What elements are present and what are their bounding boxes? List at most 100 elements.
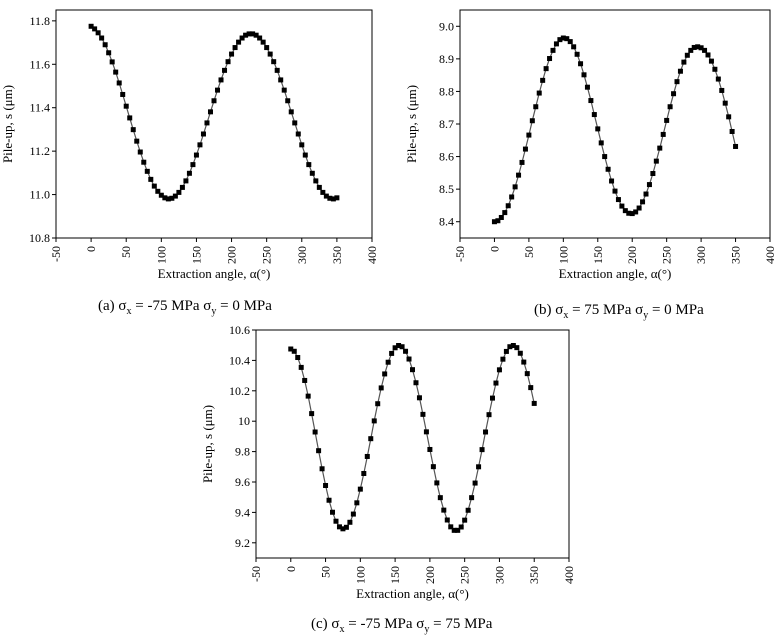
chart-a-data-point [88,23,94,29]
chart-a-x-tick-label: 400 [365,246,379,264]
chart-a-data-point [155,188,161,194]
chart-b-y-axis-title: Pile-up, s (μm) [404,85,419,163]
chart-c-data-point [514,345,520,351]
chart-c-data-point [302,377,308,383]
chart-c-data-point [291,348,297,354]
chart-c-caption: (c) σx = -75 MPa σy = 75 MPa [311,616,492,635]
chart-c-data-point [340,526,346,532]
chart-b-x-tick-label: 50 [522,246,536,258]
chart-a-caption: (a) σx = -75 MPa σy = 0 MPa [98,298,272,317]
chart-c-data-point [500,356,506,362]
chart-b-data-point [502,210,508,216]
chart-c-data-point [319,466,325,472]
chart-c-data-point [389,350,395,356]
chart-c-data-point [413,380,419,386]
chart-b-data-point [581,72,587,78]
chart-c-data-point [371,418,377,424]
chart-a-data-point [218,77,224,83]
caption-a-suffix: = 0 MPa [216,298,272,314]
chart-b-data-point [671,91,677,97]
chart-b-x-tick-label: 100 [556,246,570,264]
chart-a-y-tick-label: 11.0 [29,188,50,202]
chart-c-y-tick-label: 10.2 [229,384,250,398]
chart-c-data-point [507,344,513,350]
chart-c-data-point [444,517,450,523]
caption-b-suffix: = 0 MPa [648,302,704,318]
chart-a-x-tick-label: 100 [154,246,168,264]
chart-b-data-point [567,39,573,45]
chart-b-data-point [688,47,694,53]
chart-a-data-point [148,176,154,182]
chart-a-data-point [207,109,213,115]
chart-a-data-point [250,31,256,37]
chart-b-data-point [571,44,577,50]
chart-b-y-tick-label: 8.4 [439,215,454,229]
chart-b-x-axis-title: Extraction angle, α(°) [559,266,672,281]
chart-b-data-point [536,90,542,96]
chart-a-data-point [330,196,336,202]
chart-b-y-tick-label: 8.7 [439,117,454,131]
chart-b-data-point [540,77,546,83]
chart-a-data-point [116,80,122,86]
chart-a-data-point [211,98,217,104]
chart-b-data-point [677,68,683,74]
chart-c-data-point [486,412,492,418]
chart-a-data-point [225,59,231,65]
chart-c-data-point [423,429,429,435]
chart-a-x-tick-label: 350 [330,246,344,264]
chart-c-data-point [375,401,381,407]
chart-a-data-point [288,109,294,115]
chart-c-data-point [406,356,412,362]
chart-c-data-point [476,464,482,470]
chart-b-x-tick-label: 350 [729,246,743,264]
chart-b-data-point [574,51,580,57]
chart-a-data-point [327,195,333,201]
chart-c-svg: -50 0 50 100 150 200 250 300 350 400 9.2 9.4 9.6 9.8 1… [200,323,576,601]
chart-b-x-tick-label: -50 [453,246,467,262]
chart-a-data-point [232,45,238,51]
chart-b-data-point [498,214,504,220]
chart-c-y-tick-label: 10.6 [229,323,250,337]
chart-c-data-point [295,355,301,361]
chart-b-data-point [557,37,563,43]
chart-c-data-point [326,497,332,503]
chart-a-data-point [99,35,105,41]
chart-a-data-point [137,149,143,155]
chart-c-data-point [336,524,342,530]
chart-b-data-point [636,205,642,211]
caption-c-suffix: = 75 MPa [429,616,493,632]
chart-a-plot-frame [55,9,373,239]
chart-c-x-tick-label: 200 [423,566,437,584]
chart-a-data-point [158,192,164,198]
chart-b-data-point [712,66,718,72]
chart-a-data-point [113,69,119,75]
chart-c-data-point [378,385,384,391]
caption-a-sub-x: x [126,306,132,317]
chart-b-data-point [640,199,646,205]
chart-a-data-point [176,189,182,195]
chart-c-data-point [451,527,457,533]
caption-b-sub-x: x [563,310,569,321]
chart-c-x-tick-label: 400 [562,566,576,584]
chart-a-data-point [134,138,140,144]
chart-a-data-point [193,152,199,158]
chart-b-data-point [512,184,518,190]
chart-b-data-point [595,126,601,132]
chart-b-data-point [646,182,652,188]
chart-b-y-tick-label: 9.0 [439,19,454,33]
chart-a-x-tick-label: 50 [119,246,133,258]
chart-a-data-point [162,195,168,201]
chart-a-data-point [109,59,115,65]
chart-b-data-point [495,218,501,224]
chart-a-data-point [186,170,192,176]
chart-a-data-point [190,162,196,168]
chart-a-data-point [306,162,312,168]
chart-c-data-point [496,367,502,373]
chart-c-data-point [430,464,436,470]
chart-c-data-point [396,343,402,349]
chart-b-data-point [698,45,704,51]
chart-c-data-point [416,395,422,401]
chart-a-data-point [295,131,301,137]
chart-c-x-tick-label: -50 [249,566,263,582]
chart-b-data-point [695,44,701,50]
